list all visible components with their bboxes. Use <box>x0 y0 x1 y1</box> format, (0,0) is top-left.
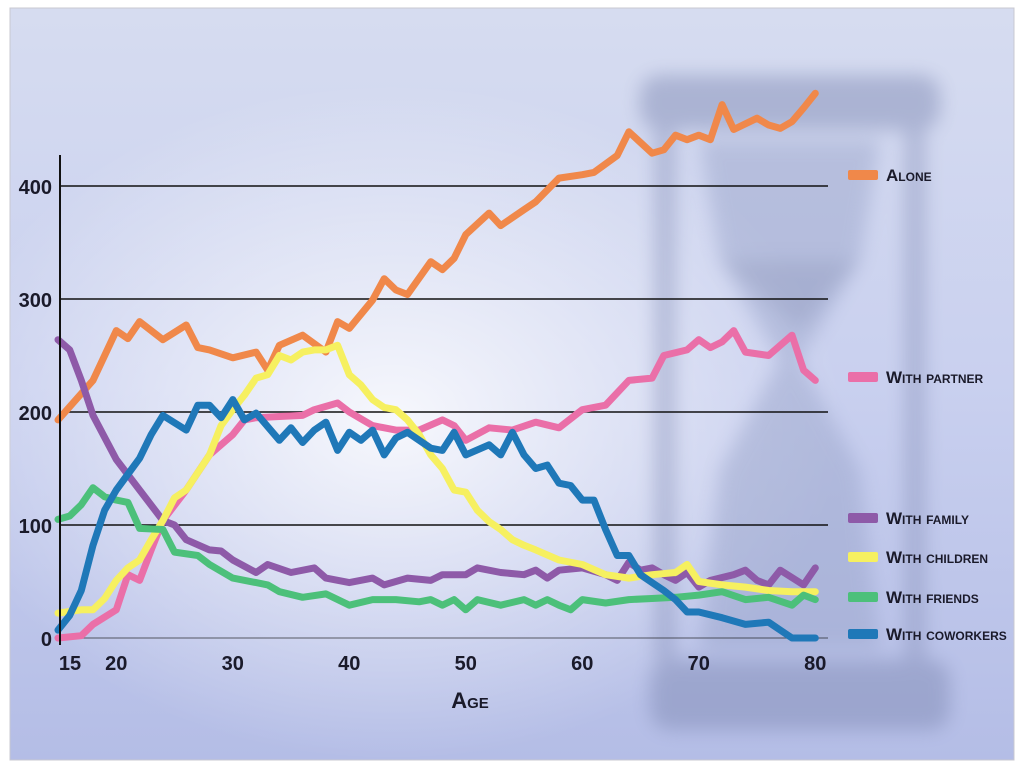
x-tick-label: 40 <box>338 653 360 675</box>
legend-item-with-children: With children <box>848 548 988 567</box>
legend-label: With friends <box>886 588 979 607</box>
series-line-alone <box>54 89 819 424</box>
legend-item-with-friends: With friends <box>848 588 979 607</box>
legend-label: With partner <box>886 368 984 387</box>
legend-item-with-coworkers: With coworkers <box>848 625 1007 644</box>
legend-swatch <box>848 372 878 382</box>
legend-item-with-family: With family <box>848 509 969 528</box>
legend-swatch <box>848 552 878 562</box>
legend-swatch <box>848 629 878 639</box>
x-tick-label: 80 <box>804 653 826 675</box>
legend-swatch <box>848 592 878 602</box>
y-tick-label: 100 <box>19 516 52 538</box>
legend-label: Alone <box>886 166 932 185</box>
x-tick-label: 60 <box>571 653 593 675</box>
x-tick-label: 30 <box>222 653 244 675</box>
hourglass-image <box>640 75 950 730</box>
legend-label: With children <box>886 548 988 567</box>
series-line-with-coworkers <box>54 396 819 642</box>
legend-label: With family <box>886 509 969 528</box>
legend-label: With coworkers <box>886 625 1007 644</box>
y-tick-label: 200 <box>19 403 52 425</box>
y-tick-label: 400 <box>19 177 52 199</box>
series-line-with-family <box>54 336 819 591</box>
legend-swatch <box>848 170 878 180</box>
y-tick-label: 300 <box>19 290 52 312</box>
x-tick-label: 50 <box>455 653 477 675</box>
legend-item-alone: Alone <box>848 166 932 185</box>
x-tick-label: 70 <box>688 653 710 675</box>
x-tick-label: 20 <box>105 653 127 675</box>
x-axis-label: Age <box>451 688 489 713</box>
legend-item-with-partner: With partner <box>848 368 984 387</box>
legend-swatch <box>848 513 878 523</box>
series-line-with-children <box>54 341 819 617</box>
y-tick-label: 0 <box>41 629 52 651</box>
x-tick-label: 15 <box>59 653 81 675</box>
